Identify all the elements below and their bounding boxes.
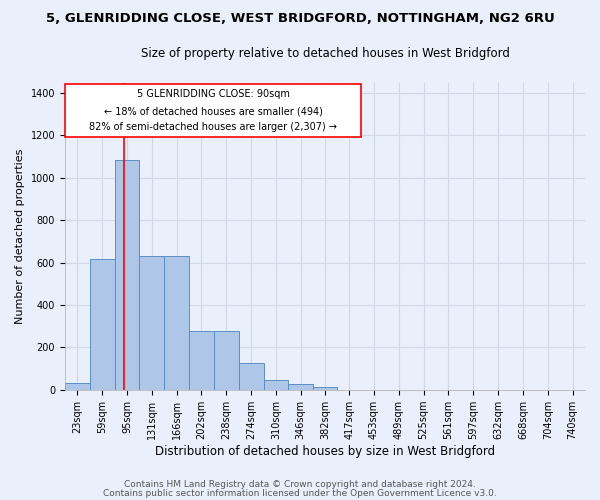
Text: Contains HM Land Registry data © Crown copyright and database right 2024.: Contains HM Land Registry data © Crown c… <box>124 480 476 489</box>
X-axis label: Distribution of detached houses by size in West Bridgford: Distribution of detached houses by size … <box>155 444 495 458</box>
Bar <box>164 256 189 390</box>
Bar <box>289 384 313 390</box>
Text: 5, GLENRIDDING CLOSE, WEST BRIDGFORD, NOTTINGHAM, NG2 6RU: 5, GLENRIDDING CLOSE, WEST BRIDGFORD, NO… <box>46 12 554 26</box>
FancyBboxPatch shape <box>65 84 361 136</box>
Bar <box>239 363 263 390</box>
Bar <box>313 386 337 390</box>
Text: 5 GLENRIDDING CLOSE: 90sqm: 5 GLENRIDDING CLOSE: 90sqm <box>137 89 290 99</box>
Text: ← 18% of detached houses are smaller (494): ← 18% of detached houses are smaller (49… <box>104 106 323 117</box>
Title: Size of property relative to detached houses in West Bridgford: Size of property relative to detached ho… <box>140 48 509 60</box>
Bar <box>189 332 214 390</box>
Bar <box>214 332 239 390</box>
Text: 82% of semi-detached houses are larger (2,307) →: 82% of semi-detached houses are larger (… <box>89 122 337 132</box>
Bar <box>90 260 115 390</box>
Bar <box>263 380 289 390</box>
Bar <box>139 256 164 390</box>
Text: Contains public sector information licensed under the Open Government Licence v3: Contains public sector information licen… <box>103 488 497 498</box>
Bar <box>65 384 90 390</box>
Bar <box>115 160 139 390</box>
Y-axis label: Number of detached properties: Number of detached properties <box>15 148 25 324</box>
